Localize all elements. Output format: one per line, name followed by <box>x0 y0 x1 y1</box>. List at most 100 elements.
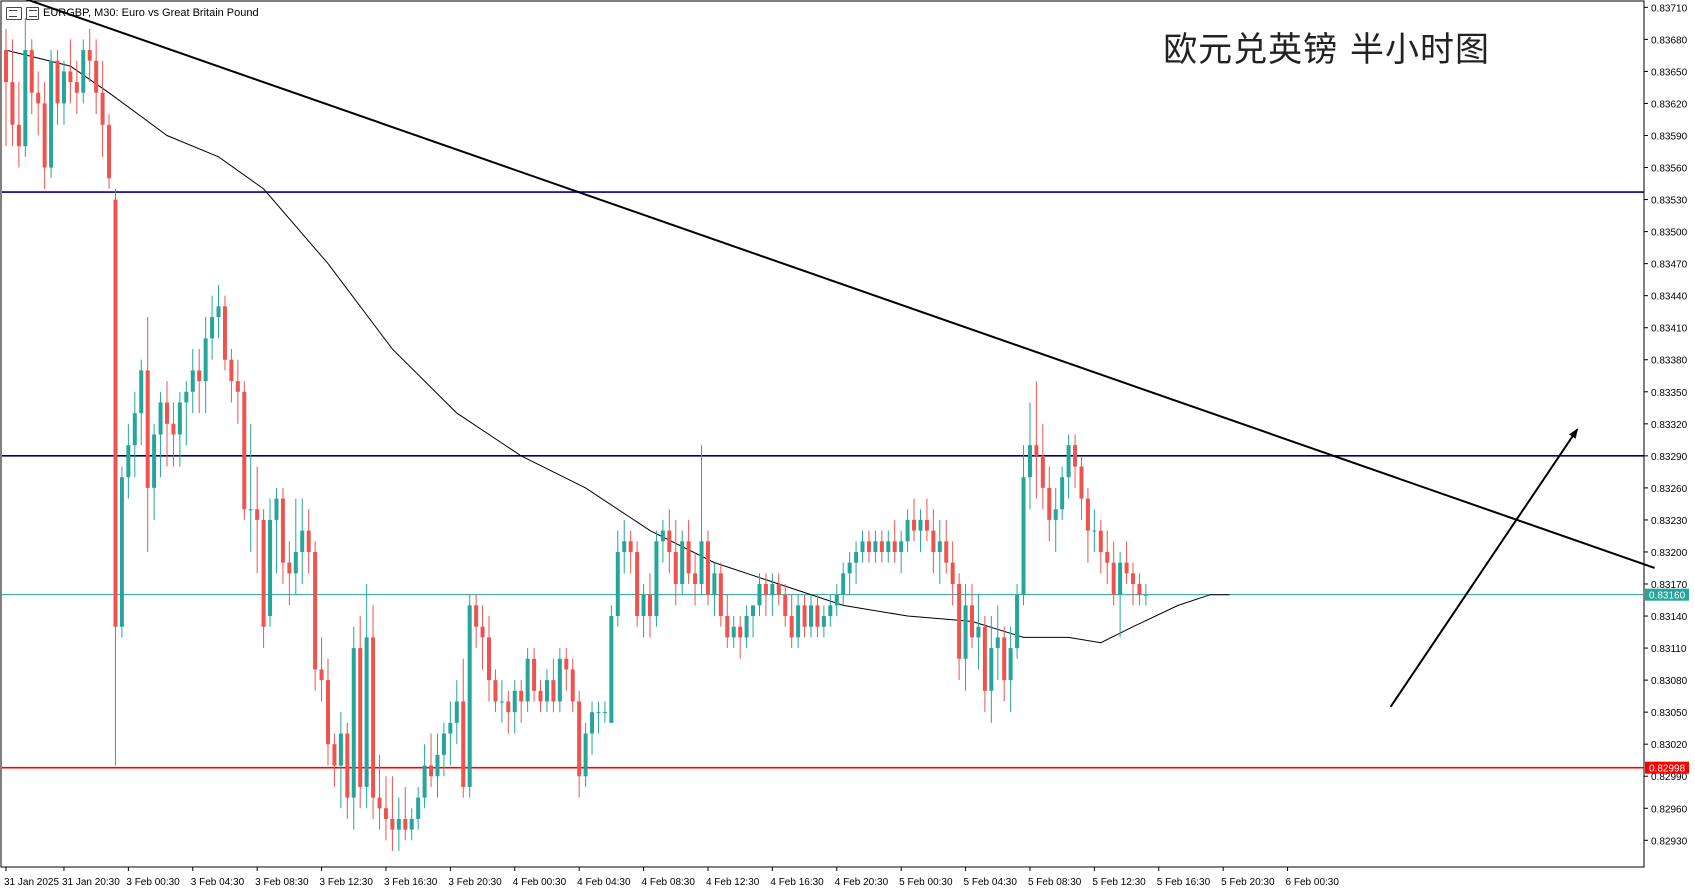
candle-body <box>641 594 646 617</box>
candle-body <box>699 541 704 585</box>
bear-candle <box>879 530 884 563</box>
candle-body <box>1034 445 1039 456</box>
candle-body <box>506 701 511 713</box>
x-tick-label: 5 Feb 16:30 <box>1157 877 1211 888</box>
bull-candle <box>770 573 775 617</box>
candle-body <box>100 92 105 125</box>
bull-candle <box>139 359 144 446</box>
candle-body <box>557 658 562 702</box>
bull-candle <box>847 551 852 595</box>
candle-body <box>770 584 775 595</box>
bull-candle <box>744 605 749 649</box>
candle-body <box>551 680 556 702</box>
candle-body <box>448 722 453 734</box>
bull-candle <box>1066 434 1071 499</box>
candle-body <box>416 797 421 819</box>
candle-body <box>16 124 21 147</box>
candle-body <box>216 306 221 318</box>
candle-body <box>409 818 414 830</box>
bull-candle <box>796 594 801 649</box>
object-list-icon[interactable] <box>26 6 39 20</box>
candle-body <box>255 509 260 520</box>
candle-body <box>602 712 607 714</box>
candle-body <box>583 733 588 777</box>
bear-candle <box>287 541 292 606</box>
candle-body <box>487 637 491 681</box>
candle-body <box>577 701 582 777</box>
candle-body <box>912 519 917 531</box>
bull-candle <box>854 541 859 585</box>
candle-body <box>1002 637 1007 681</box>
candle-body <box>532 658 537 691</box>
x-tick-label: 31 Jan 2025 <box>4 877 59 888</box>
candle-body <box>635 551 640 617</box>
candle-body <box>924 519 929 531</box>
candle-body <box>757 584 762 606</box>
bull-candle <box>751 605 756 638</box>
bull-candle <box>757 573 762 617</box>
candle-body <box>995 637 1000 649</box>
bear-candle <box>970 584 974 649</box>
bear-candle <box>866 530 871 563</box>
y-tick-label: 0.83380 <box>1651 356 1688 367</box>
y-tick-label: 0.83680 <box>1651 35 1688 46</box>
bear-candle <box>332 733 337 787</box>
bull-candle <box>873 530 878 563</box>
bull-candle <box>364 584 369 809</box>
candle-body <box>171 423 176 435</box>
candle-body <box>261 519 266 627</box>
bull-candle <box>699 445 704 595</box>
candle-body <box>963 605 968 659</box>
bear-candle <box>94 39 99 115</box>
bear-candle <box>487 616 491 702</box>
candle-body <box>190 370 195 392</box>
bear-candle <box>924 498 929 542</box>
x-tick-label: 3 Feb 00:30 <box>126 877 180 888</box>
bear-candle <box>815 594 820 638</box>
candle-body <box>119 477 124 627</box>
bear-candle <box>718 562 723 627</box>
y-tick-label: 0.83050 <box>1651 708 1688 719</box>
bull-candle <box>441 722 446 777</box>
bull-candle <box>1118 551 1123 638</box>
bull-candle <box>210 295 215 360</box>
x-tick-label: 5 Feb 20:30 <box>1221 877 1275 888</box>
bull-candle <box>1021 445 1026 606</box>
bear-candle <box>371 605 376 819</box>
chart-menu-icon[interactable] <box>6 6 22 20</box>
bear-candle <box>1111 541 1116 606</box>
x-tick-label: 3 Feb 12:30 <box>320 877 374 888</box>
bull-candle <box>860 530 865 563</box>
bear-candle <box>635 541 640 627</box>
candle-body <box>841 573 846 595</box>
chart-header: EURGBP, M30: Euro vs Great Britain Pound <box>6 4 259 22</box>
candle-body <box>49 60 54 168</box>
candle-body <box>222 306 227 360</box>
bull-candle <box>351 626 356 830</box>
price-labels: 0.83160 0.82998 <box>1645 588 1689 775</box>
x-tick-label: 5 Feb 00:30 <box>899 877 953 888</box>
x-tick-label: 4 Feb 04:30 <box>577 877 631 888</box>
candle-body <box>326 680 330 745</box>
candle-body <box>145 370 150 488</box>
candle-body <box>828 605 833 617</box>
bear-candle <box>506 690 511 734</box>
bear-candle <box>725 594 730 649</box>
bull-candle <box>409 808 414 841</box>
candle-body <box>1092 530 1097 532</box>
bear-candle <box>693 551 698 606</box>
candle-body <box>834 594 839 606</box>
candle-body <box>899 541 904 552</box>
bear-candle <box>577 690 582 798</box>
candle-body <box>68 71 73 83</box>
y-tick-label: 0.83710 <box>1651 3 1688 14</box>
candle-body <box>287 562 292 574</box>
candle-body <box>274 498 279 520</box>
y-tick-label: 0.83080 <box>1651 676 1688 687</box>
candle-body <box>950 562 955 585</box>
bull-candle <box>499 680 504 723</box>
bear-candle <box>113 188 118 766</box>
candle-body <box>982 626 987 691</box>
bear-candle <box>358 616 363 809</box>
